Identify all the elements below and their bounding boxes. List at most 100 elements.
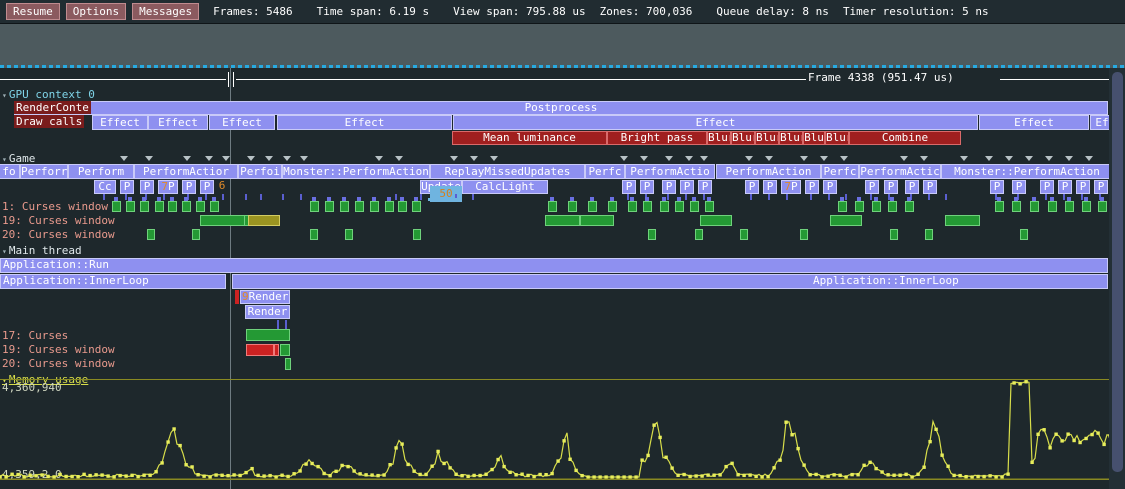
game-zone-l1-11[interactable]: PerformActic [859,164,941,179]
game-curses-1-bar-16[interactable] [548,201,557,212]
game-curses-1-bar-11[interactable] [355,201,364,212]
game-curses-1-bar-33[interactable] [1030,201,1039,212]
game-zone-l2-24[interactable]: P [1012,180,1026,194]
main-zone-application-run[interactable]: Application::Run [0,258,1108,273]
resume-button[interactable]: Resume [6,3,60,20]
main-zone-application-innerloop-left[interactable]: Application::InnerLoop [0,274,226,289]
gpu-zone-pp-8[interactable]: Combine [849,131,961,145]
game-zone-l1-7[interactable]: Perfc [585,164,625,179]
game-zone-l2-0[interactable]: Cс [94,180,116,194]
game-zone-l2-1[interactable]: P [120,180,134,194]
gpu-zone-pp-0[interactable]: Mean luminance [452,131,607,145]
game-curses-1-bar-5[interactable] [182,201,191,212]
game-zone-l2-8[interactable]: CalcLight [462,180,548,194]
game-zone-l2-19[interactable]: P [865,180,879,194]
game-curses-1-bar-22[interactable] [660,201,669,212]
game-curses-1-bar-2[interactable] [140,201,149,212]
game-curses-20-bar-7[interactable] [740,229,748,240]
game-curses-1-bar-20[interactable] [628,201,637,212]
game-curses-1-bar-31[interactable] [995,201,1004,212]
game-zone-l2-22[interactable]: P [923,180,937,194]
game-curses-19-bar-3[interactable] [545,215,580,226]
game-zone-l1-4[interactable]: Perfoi [238,164,282,179]
game-curses-1-bar-28[interactable] [872,201,881,212]
game-curses-1-bar-29[interactable] [888,201,897,212]
game-curses-20-bar-1[interactable] [192,229,200,240]
game-curses-20-bar-6[interactable] [695,229,703,240]
game-curses-1-bar-21[interactable] [643,201,652,212]
gpu-zone-effect-1[interactable]: Effect [148,115,208,130]
game-curses-1-bar-7[interactable] [210,201,219,212]
options-button[interactable]: Options [65,3,127,20]
game-zone-l2-26[interactable]: P [1058,180,1072,194]
memory-usage-plot[interactable]: 4,360,940 4,359,2 0 [0,375,1125,489]
chevron-down-icon[interactable]: ▾ [2,247,7,256]
game-zone-l2-12[interactable]: P [680,180,694,194]
game-curses-1-bar-32[interactable] [1012,201,1021,212]
gpu-zone-pp-1[interactable]: Bright pass [607,131,707,145]
gpu-zone-pp-4[interactable]: Blur [755,131,779,145]
game-zone-l2-18[interactable]: P [823,180,837,194]
game-zone-l1-9[interactable]: PerformAction [716,164,821,179]
game-zone-l2-9[interactable]: P [622,180,636,194]
game-zone-l2-5[interactable]: P [200,180,214,194]
game-curses-20-bar-2[interactable] [310,229,318,240]
game-zone-l1-10[interactable]: Perfc [821,164,859,179]
messages-button[interactable]: Messages [132,3,200,20]
game-zone-l1-6[interactable]: ReplayMissedUpdates [430,164,585,179]
game-curses-20-bar-9[interactable] [890,229,898,240]
timeline-ruler[interactable]: Frame 4338 (951.47 us) [0,68,1125,87]
timeline-view[interactable]: Frame 4338 (951.47 us) ▾ GPU context 0 Po… [0,68,1125,489]
game-curses-1-bar-19[interactable] [608,201,617,212]
section-header-main-thread[interactable]: ▾ Main thread [2,244,82,257]
main-zone-red-sliver[interactable] [235,290,239,304]
game-zone-l2-27[interactable]: P [1076,180,1090,194]
game-curses-19-bar-2[interactable] [248,215,280,226]
game-curses-20-bar-5[interactable] [648,229,656,240]
game-curses-20-bar-0[interactable] [147,229,155,240]
game-curses-1-bar-1[interactable] [126,201,135,212]
game-zone-l2-6[interactable]: 6 [218,180,226,192]
gpu-zone-pp-6[interactable]: Blu [803,131,825,145]
frame-graph[interactable] [0,23,1125,68]
game-curses-19-bar-5[interactable] [700,215,732,226]
game-zone-l2-23[interactable]: P [990,180,1004,194]
section-header-gpu-context[interactable]: ▾ GPU context 0 [2,88,95,101]
gpu-zone-effect-6[interactable]: Ef [1090,115,1114,130]
game-zone-l1-5[interactable]: Monster::PerformAction [282,164,430,179]
main-curses-19-bar-red[interactable] [246,344,274,356]
gpu-zone-pp-3[interactable]: Blur [731,131,755,145]
game-zone-l2-17[interactable]: P [805,180,819,194]
game-curses-19-bar-6[interactable] [830,215,862,226]
gpu-zone-pp-5[interactable]: Blur [779,131,803,145]
main-curses-19-bar-red-2[interactable] [274,344,279,356]
main-zone-render-2[interactable]: Render [245,305,290,319]
chevron-down-icon[interactable]: ▾ [2,376,7,385]
main-curses-17-bar[interactable] [246,329,290,341]
chevron-down-icon[interactable]: ▾ [2,155,7,164]
game-curses-1-bar-24[interactable] [690,201,699,212]
vertical-scrollbar-thumb[interactable] [1112,72,1123,472]
game-curses-19-bar-7[interactable] [945,215,980,226]
game-curses-20-bar-4[interactable] [413,229,421,240]
game-zone-l1-3[interactable]: PerformActior [134,164,238,179]
game-zone-l2-28[interactable]: P [1094,180,1108,194]
chevron-down-icon[interactable]: ▾ [2,91,7,100]
game-curses-1-bar-23[interactable] [675,201,684,212]
game-curses-1-bar-6[interactable] [196,201,205,212]
game-curses-1-bar-34[interactable] [1048,201,1057,212]
game-zone-l1-0[interactable]: fo [0,164,20,179]
gpu-zone-effect-3[interactable]: Effect [277,115,452,130]
game-zone-l2-3[interactable]: 7P [158,180,178,194]
gpu-zone-pp-2[interactable]: Blur [707,131,731,145]
game-curses-1-bar-36[interactable] [1082,201,1091,212]
game-curses-20-bar-3[interactable] [345,229,353,240]
game-curses-1-bar-15[interactable] [412,201,421,212]
game-zone-l2-2[interactable]: P [140,180,154,194]
gpu-zone-pp-7[interactable]: Blur [825,131,849,145]
section-header-game[interactable]: ▾ Game [2,152,35,165]
game-zone-l1-1[interactable]: Perforr [20,164,68,179]
game-curses-1-bar-10[interactable] [340,201,349,212]
main-curses-20-bar[interactable] [285,358,291,370]
game-zone-l2-15[interactable]: P [763,180,777,194]
